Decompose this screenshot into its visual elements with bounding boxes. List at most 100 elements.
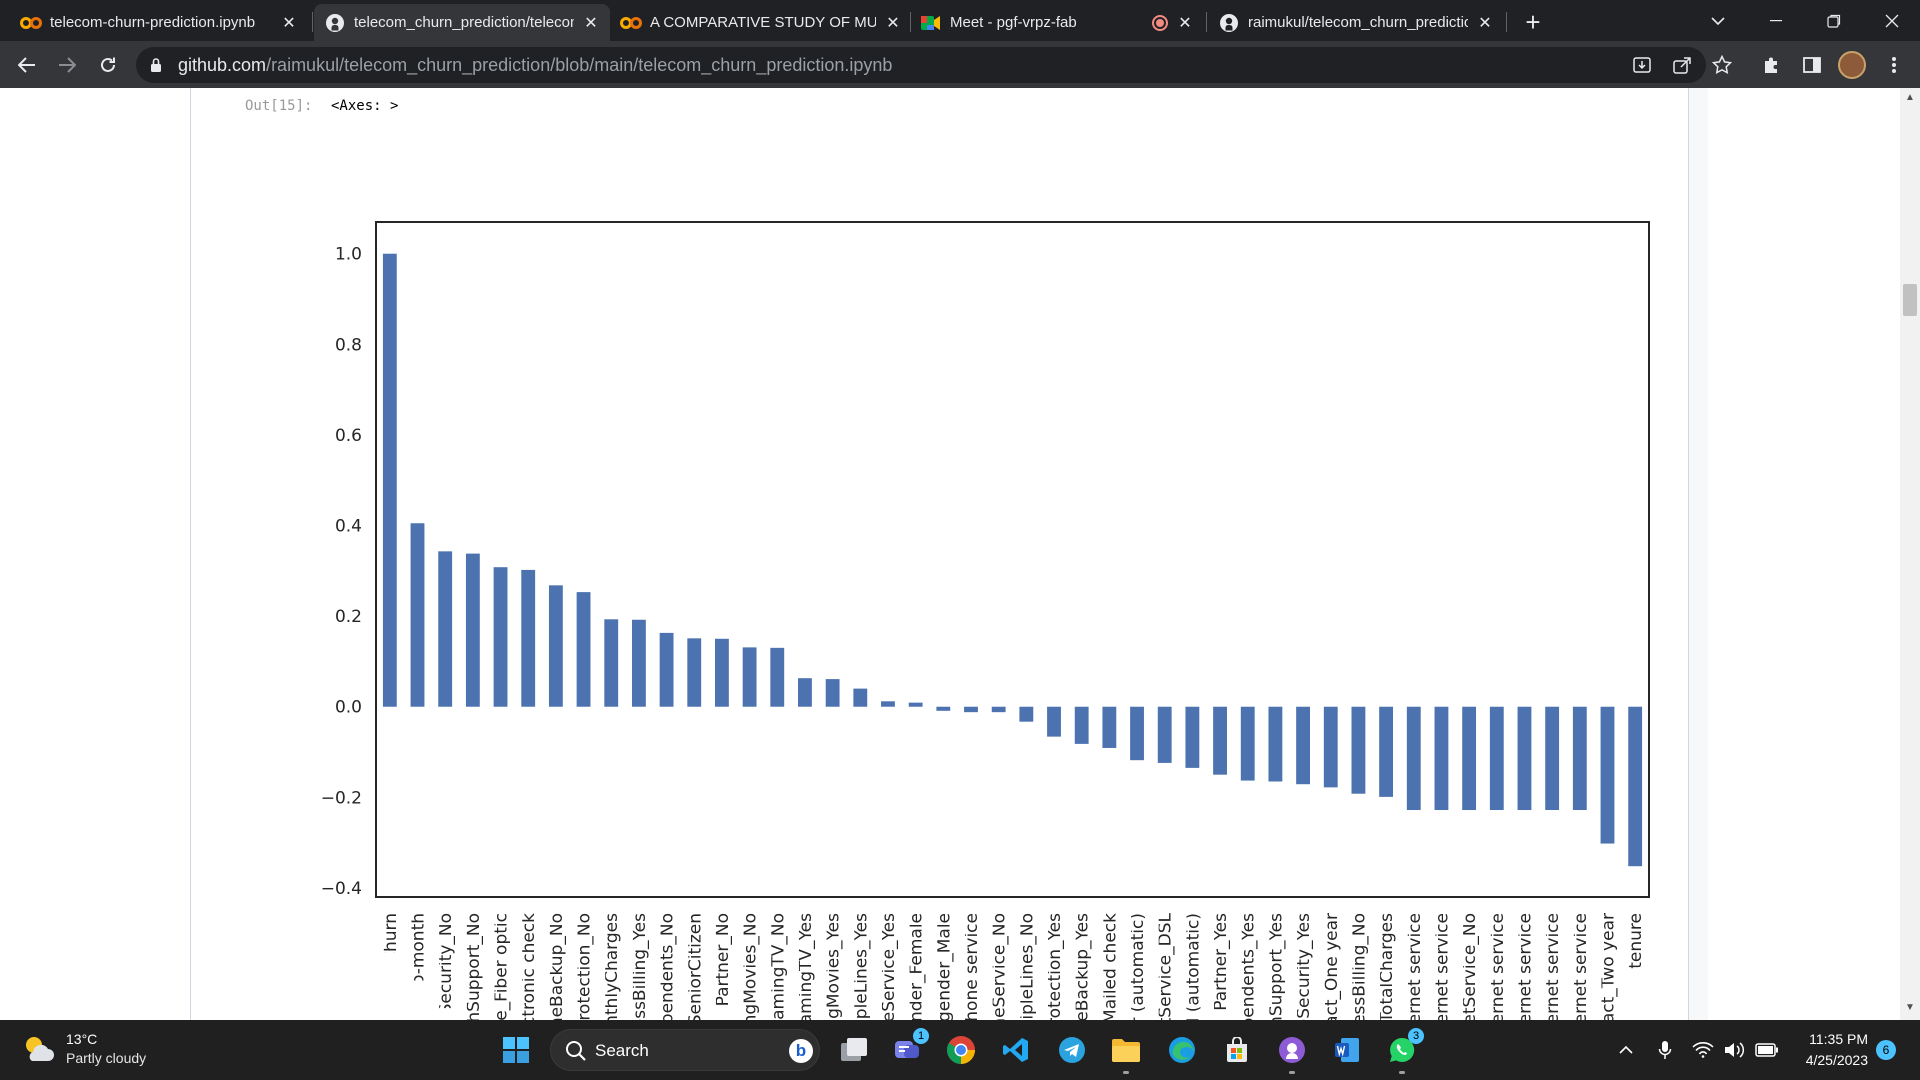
side-panel-button[interactable]	[1798, 51, 1826, 79]
x-tick-label: gTV_No internet service	[1515, 913, 1535, 1020]
profile-avatar[interactable]	[1838, 51, 1866, 79]
microphone-button[interactable]	[1652, 1036, 1678, 1064]
x-tick-label: ion_No internet service	[1405, 913, 1425, 1020]
bar	[1185, 706, 1200, 768]
bookmark-button[interactable]	[1708, 51, 1736, 79]
extensions-button[interactable]	[1758, 51, 1786, 79]
chrome-app[interactable]	[941, 1030, 981, 1070]
vscode-icon	[1003, 1038, 1028, 1062]
bar	[1517, 706, 1532, 811]
word-app[interactable]	[1327, 1030, 1367, 1070]
x-tick-label: OnlineSecurity_Yes	[1294, 913, 1314, 1020]
bar	[1434, 706, 1449, 811]
file-explorer-app[interactable]	[1106, 1030, 1146, 1074]
close-icon[interactable]: ✕	[584, 14, 598, 32]
x-tick-label: OnlineBackup_Yes	[1073, 913, 1093, 1020]
browser-tab-strip: telecom-churn-prediction.ipynb ✕ telecom…	[0, 0, 1920, 41]
scrollbar-thumb[interactable]	[1903, 284, 1917, 316]
x-tick-label: MultipleLines_Yes	[851, 913, 871, 1020]
plot-frame	[375, 221, 1650, 898]
telegram-app[interactable]	[1052, 1030, 1092, 1070]
microsoft-store-app[interactable]	[1217, 1030, 1257, 1070]
x-tick-label: TotalCharges	[1377, 913, 1397, 1020]
back-button[interactable]	[11, 49, 43, 81]
store-icon	[1227, 1037, 1247, 1062]
x-tick-label: gender_Male	[934, 913, 954, 1020]
speaker-icon	[1725, 1042, 1745, 1058]
x-tick-label: StreamingTV_No	[768, 913, 788, 1020]
vscode-app[interactable]	[996, 1030, 1036, 1070]
close-icon[interactable]: ✕	[1178, 14, 1192, 32]
x-tick-label: gender_Female	[907, 913, 927, 1020]
teams-chat-button[interactable]: 1	[887, 1028, 929, 1070]
share-button[interactable]	[1668, 51, 1696, 79]
start-button[interactable]	[496, 1030, 536, 1070]
bar	[1268, 706, 1283, 782]
restore-button[interactable]	[1806, 0, 1862, 41]
y-tick-label: 0.6	[335, 426, 362, 446]
page-scrollbar[interactable]: ▲ ▼	[1900, 88, 1920, 1020]
show-hidden-icons-button[interactable]	[1612, 1036, 1640, 1064]
wifi-button[interactable]	[1690, 1036, 1716, 1064]
bar	[1102, 706, 1117, 748]
tab-google-meet[interactable]: Meet - pgf-vrpz-fab ✕	[920, 4, 1200, 41]
tab-github-repo[interactable]: raimukul/telecom_churn_prediction ✕	[1218, 4, 1496, 41]
y-tick-label: 0.0	[335, 698, 362, 718]
x-tick-label: PaperlessBilling_No	[1349, 913, 1369, 1020]
tab-separator	[1206, 12, 1207, 32]
tab-colab-comparative-study[interactable]: A COMPARATIVE STUDY OF MULTI ✕	[620, 4, 904, 41]
tab-colab-notebook[interactable]: telecom-churn-prediction.ipynb ✕	[20, 4, 300, 41]
lock-icon	[151, 58, 161, 72]
whatsapp-app[interactable]: 3	[1382, 1028, 1424, 1074]
colab-icon	[20, 12, 42, 34]
github-desktop-app[interactable]	[1272, 1030, 1312, 1074]
notification-badge[interactable]: 6	[1876, 1040, 1896, 1060]
close-icon[interactable]: ✕	[1478, 14, 1492, 32]
tab-separator	[1506, 12, 1507, 32]
tab-title: telecom-churn-prediction.ipynb	[50, 14, 256, 31]
wifi-icon	[1692, 1042, 1714, 1058]
bing-icon[interactable]: b	[789, 1039, 813, 1063]
x-tick-label: Churn	[381, 913, 401, 964]
chevron-up-icon	[1619, 1045, 1633, 1054]
task-view-button[interactable]	[834, 1030, 874, 1070]
x-tick-label: tenure	[1626, 913, 1646, 969]
tab-search-button[interactable]	[1690, 0, 1746, 41]
reload-button[interactable]	[92, 49, 124, 81]
y-tick-label: −0.4	[321, 879, 362, 899]
bar	[1019, 706, 1034, 722]
install-app-button[interactable]	[1628, 51, 1656, 79]
correlation-bar-chart: −0.4 −0.2 0.0 0.2 0.4 0.6 0.8 1.0 Churn ntract_Mo…	[321, 221, 1650, 1020]
x-tick-label: ort_No internet service	[1543, 913, 1563, 1020]
minimize-button[interactable]	[1748, 0, 1804, 41]
whatsapp-icon	[1390, 1037, 1415, 1062]
bar	[908, 702, 923, 707]
browser-menu-button[interactable]	[1880, 51, 1908, 79]
tab-github-active[interactable]: telecom_churn_prediction/telecom ✕	[314, 4, 610, 41]
bar	[1351, 706, 1366, 794]
bar	[1047, 706, 1061, 737]
search-label: Search	[595, 1041, 649, 1060]
arrow-right-icon	[59, 57, 76, 73]
close-icon[interactable]: ✕	[886, 14, 900, 32]
edge-app[interactable]	[1162, 1030, 1202, 1070]
forward-button[interactable]	[51, 49, 83, 81]
tab-separator	[312, 12, 313, 32]
address-bar[interactable]: github.com/raimukul/telecom_churn_predic…	[136, 47, 1706, 83]
taskbar-search[interactable]: Search b	[550, 1029, 820, 1071]
system-clock[interactable]: 11:35 PM 4/25/2023	[1790, 1029, 1868, 1071]
new-tab-button[interactable]: +	[1525, 6, 1541, 37]
bar	[1240, 706, 1255, 781]
scroll-down-icon[interactable]: ▼	[1905, 1002, 1915, 1013]
bar	[548, 585, 563, 707]
volume-button[interactable]	[1722, 1036, 1748, 1064]
x-tick-label: Dependents_Yes	[1239, 913, 1259, 1020]
x-tick-label: MultipleLines_No	[1017, 913, 1037, 1020]
window-close-button[interactable]	[1864, 0, 1920, 41]
scroll-up-icon[interactable]: ▲	[1905, 92, 1915, 103]
battery-button[interactable]	[1754, 1036, 1780, 1064]
bar	[493, 567, 508, 707]
weather-widget[interactable]: 13°C Partly cloudy	[20, 1030, 146, 1068]
windows-taskbar: 13°C Partly cloudy Search b 1	[0, 1020, 1920, 1080]
close-icon[interactable]: ✕	[282, 14, 296, 32]
